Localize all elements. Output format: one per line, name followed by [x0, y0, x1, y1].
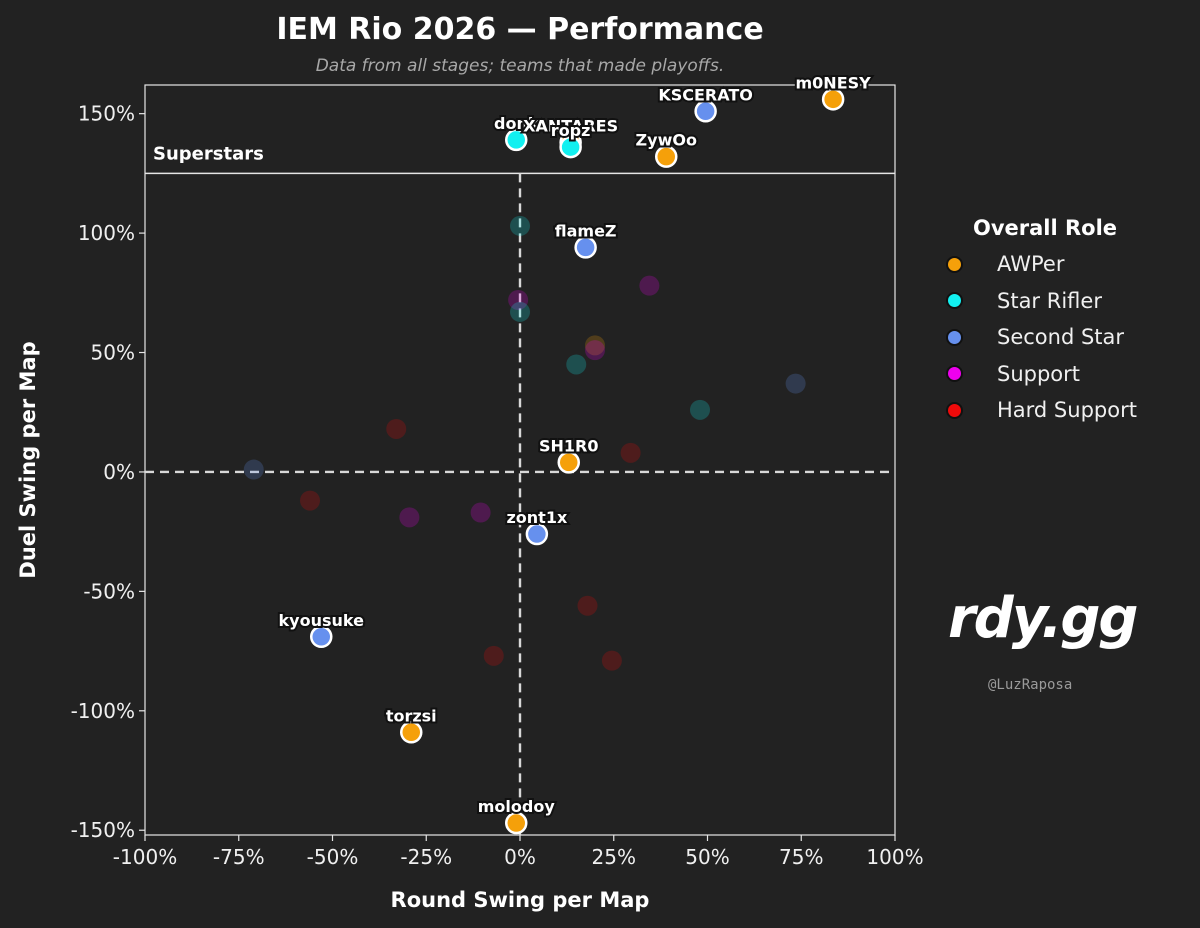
faded-point [243, 459, 264, 480]
legend-label: Second Star [997, 325, 1125, 350]
legend-swatch-hard-support [946, 401, 963, 419]
player-point-molodoy [505, 811, 528, 835]
faded-point [483, 645, 504, 666]
faded-point [785, 373, 806, 394]
legend-swatch-support [946, 365, 963, 383]
player-label-zont1x: zont1x [506, 508, 567, 527]
legend: Overall Role AWPer Star Rifler Second St… [935, 216, 1175, 429]
chart-subtitle: Data from all stages; teams that made pl… [315, 56, 725, 76]
y-tick-label: -100% [71, 699, 135, 723]
brand-logo: rdy.gg [948, 586, 1139, 651]
player-point-ropz [559, 135, 582, 159]
legend-swatch-star-rifler [946, 292, 963, 310]
legend-swatch-second-star [946, 328, 963, 346]
faded-point [386, 418, 407, 439]
player-label-molodoy: molodoy [478, 797, 556, 816]
y-tick-label: 150% [78, 102, 135, 126]
faded-point [620, 442, 641, 463]
superstars-label: Superstars [153, 143, 264, 164]
player-point-kscerato [694, 100, 717, 123]
x-tick-label: -25% [400, 845, 452, 869]
player-label-kyousuke: kyousuke [279, 611, 365, 630]
faded-point [639, 275, 660, 296]
player-label-sh1r0: SH1R0 [539, 436, 599, 455]
faded-point [566, 354, 587, 375]
faded-point [510, 301, 530, 322]
legend-label: Hard Support [997, 398, 1137, 423]
player-point-kyousuke [310, 625, 333, 649]
x-tick-label: 50% [685, 845, 729, 869]
player-point-m0nesy [821, 88, 845, 111]
legend-label: Support [997, 361, 1081, 386]
player-label-xantares: XANTARES [523, 116, 618, 135]
x-tick-label: 25% [592, 845, 636, 869]
player-point-donk [505, 128, 528, 152]
faded-point [585, 340, 605, 361]
player-label-ropz: ropz [551, 121, 591, 140]
player-point-flamez [574, 236, 597, 259]
legend-item-hard-support: Hard Support [935, 392, 1175, 429]
chart-title: IEM Rio 2026 — Performance [276, 12, 764, 47]
player-label-kscerato: KSCERATO [658, 85, 753, 104]
legend-label: Star Rifler [997, 288, 1102, 313]
player-label-m0nesy: m0NESY [796, 73, 872, 92]
faded-point [690, 399, 710, 420]
player-label-zywoo: ZywOo [636, 131, 697, 150]
legend-item-support: Support [935, 356, 1175, 393]
faded-point [399, 507, 420, 528]
y-axis-label: Duel Swing per Map [16, 341, 40, 578]
faded-point [585, 335, 605, 356]
author-handle: @LuzRaposa [988, 677, 1073, 693]
player-label-donk: donk [494, 114, 539, 133]
x-axis-label: Round Swing per Map [391, 888, 650, 912]
y-tick-label: 50% [91, 341, 135, 365]
faded-point [601, 650, 622, 671]
x-tick-label: -50% [307, 845, 359, 869]
faded-point [470, 502, 491, 523]
legend-item-second-star: Second Star [935, 319, 1175, 356]
player-label-torzsi: torzsi [386, 706, 437, 725]
x-tick-label: 75% [779, 845, 823, 869]
x-tick-label: 0% [504, 845, 536, 869]
legend-item-star-rifler: Star Rifler [935, 283, 1175, 320]
faded-point [577, 595, 598, 616]
legend-item-awper: AWPer [935, 246, 1175, 283]
y-tick-label: -150% [71, 818, 135, 842]
faded-point [508, 289, 529, 310]
faded-point [510, 215, 530, 236]
player-point-torzsi [400, 721, 423, 744]
x-tick-label: -100% [113, 845, 177, 869]
faded-point [300, 490, 320, 511]
legend-label: AWPer [997, 252, 1065, 277]
legend-title: Overall Role [972, 216, 1118, 240]
x-tick-label: 100% [866, 845, 923, 869]
player-label-flamez: flameZ [555, 221, 617, 240]
player-point-zywoo [655, 145, 678, 168]
x-tick-label: -75% [213, 845, 265, 869]
y-tick-label: -50% [83, 579, 135, 603]
y-tick-label: 100% [78, 221, 135, 245]
player-point-zont1x [525, 522, 549, 546]
legend-swatch-awper [946, 255, 963, 273]
y-tick-label: 0% [103, 460, 135, 484]
player-point-sh1r0 [557, 451, 580, 474]
